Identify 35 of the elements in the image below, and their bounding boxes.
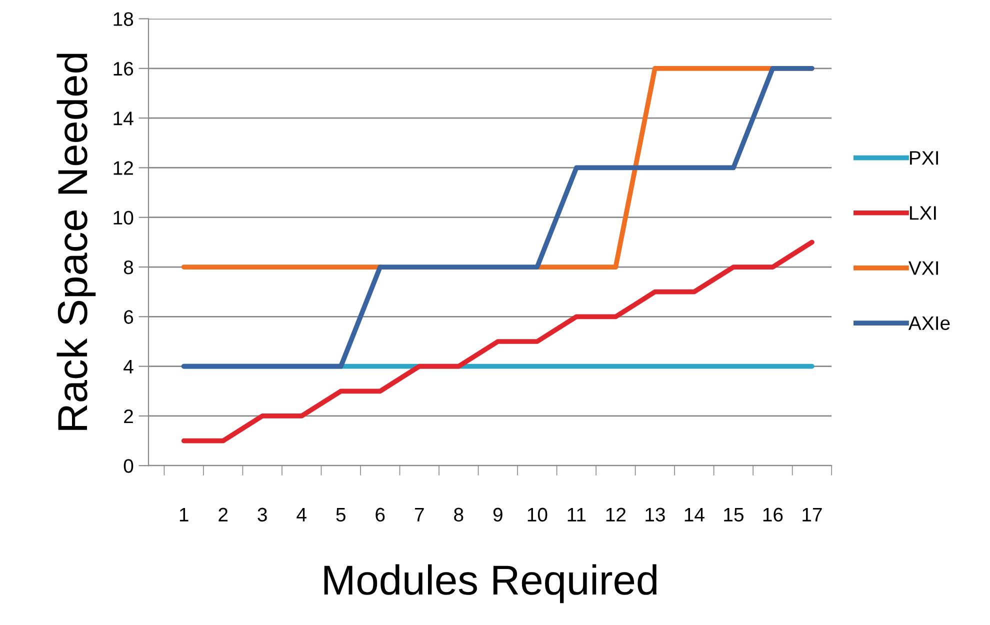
- x-tick-label: 7: [414, 508, 424, 522]
- x-tick-label: 9: [493, 508, 502, 522]
- legend-label: AXIe: [908, 316, 950, 330]
- x-tick-label: 5: [336, 508, 346, 522]
- x-tick-label: 13: [646, 508, 665, 522]
- x-tick-label: 16: [763, 508, 783, 522]
- x-tick-label: 2: [218, 508, 228, 522]
- x-tick-label: 11: [568, 508, 586, 522]
- x-tick-label: 4: [296, 508, 306, 522]
- x-tick-label: 14: [684, 508, 704, 522]
- y-tick-label: 12: [114, 161, 133, 175]
- x-tick-label: 8: [454, 508, 464, 522]
- line-series: [181, 66, 814, 369]
- x-tick-label: 6: [376, 508, 385, 522]
- x-tick-label: 12: [606, 508, 626, 522]
- y-axis-title: Rack Space Needed: [56, 54, 96, 430]
- y-tick-label: 16: [114, 62, 134, 76]
- x-tick-label: 3: [258, 508, 267, 522]
- x-axis-title: Modules Required: [324, 564, 656, 604]
- y-tick-label: 4: [124, 360, 134, 374]
- y-tick-label: 2: [124, 409, 133, 424]
- y-tick-label: 18: [114, 12, 134, 26]
- y-tick-label: 0: [124, 459, 134, 473]
- line-series: [181, 240, 814, 444]
- x-tick-label: 10: [528, 508, 548, 522]
- x-tick-label: 15: [724, 508, 744, 522]
- legend-label: LXI: [910, 206, 936, 220]
- x-tick-label: 17: [802, 508, 822, 522]
- y-tick-label: 10: [114, 210, 134, 225]
- y-tick-label: 14: [114, 112, 134, 126]
- x-tick-label: 1: [180, 508, 188, 522]
- legend-label: PXI: [910, 151, 938, 165]
- legend-label: VXI: [908, 261, 938, 275]
- y-tick-label: 6: [124, 310, 134, 324]
- y-tick-label: 8: [124, 260, 134, 274]
